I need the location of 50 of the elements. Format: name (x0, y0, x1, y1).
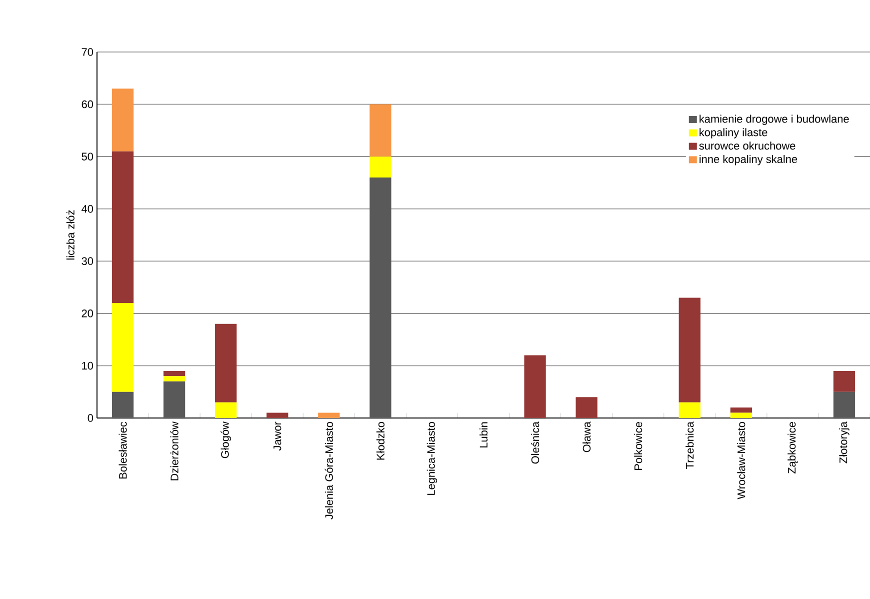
bar (112, 88, 134, 152)
bar (678, 298, 700, 402)
bar (215, 402, 237, 418)
bar (833, 370, 856, 392)
x-tick-label: Jawor (274, 422, 282, 451)
legend-label: inne kopaliny skalne (700, 155, 798, 166)
x-tick-label: Polkowice (634, 422, 642, 470)
x-tick-label: Lubin (479, 422, 488, 448)
bar (163, 376, 186, 382)
y-tick-label: 70 (82, 48, 94, 56)
x-tick-label: Ząbkowice (788, 422, 798, 474)
x-tick-label: Wrocław-Miasto (737, 422, 746, 500)
y-tick-label: 30 (82, 257, 94, 266)
bar (163, 381, 186, 418)
bar (370, 104, 392, 157)
x-tick-label: Dzierżoniów (170, 422, 178, 480)
bar (730, 412, 752, 418)
x-tick-label: Bolesławiec (118, 422, 127, 478)
bar (266, 412, 288, 418)
bar (678, 402, 700, 418)
y-tick-label: 10 (82, 362, 94, 370)
bar (112, 302, 134, 392)
bar (112, 151, 134, 303)
bar (163, 370, 186, 376)
x-tick-label: Złotoryja (839, 422, 850, 464)
legend-label: kopaliny ilaste (700, 128, 768, 138)
x-tick-label: Głogów (220, 422, 231, 458)
legend-label: kamienie drogowe i budowlane (700, 114, 849, 125)
y-axis-title: liczba złóż (66, 210, 74, 260)
bar (730, 408, 752, 413)
bar (112, 392, 134, 418)
bar (370, 156, 392, 178)
y-tick-label: 20 (82, 310, 94, 318)
x-tick-label: Kłodzko (376, 422, 384, 460)
bar (215, 324, 237, 402)
y-tick-label: 40 (82, 204, 94, 213)
bar (576, 397, 598, 418)
bar (370, 177, 392, 418)
x-tick-label: Trzebnica (686, 422, 694, 469)
y-tick-label: 0 (88, 414, 94, 422)
y-tick-label: 60 (82, 100, 94, 108)
bar (318, 412, 340, 418)
x-tick-label: Legnica-Miasto (426, 422, 438, 495)
bar (524, 355, 546, 418)
bar (833, 392, 856, 418)
x-tick-label: Jelenia Góra-Miasto (324, 422, 333, 520)
x-tick-label: Oleśnica (530, 422, 540, 464)
y-tick-label: 50 (82, 152, 94, 160)
legend-label: surowce okruchowe (699, 142, 796, 150)
x-tick-label: Oława (582, 422, 591, 452)
